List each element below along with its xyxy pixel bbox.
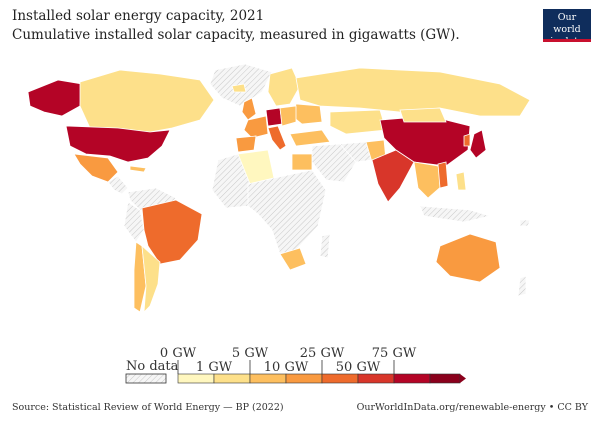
color-legend: No data 0 GW 5 GW 25 GW 75 GW 1 GW 10 GW 50 GW: [125, 346, 466, 384]
country-japan: [469, 129, 487, 159]
logo-line-1: Our world: [553, 12, 581, 35]
legend-swatch: [393, 373, 431, 384]
country-iceland: [231, 83, 247, 93]
country-uk: [241, 97, 257, 121]
legend-swatch: [321, 373, 359, 384]
legend-upper-tick-label: 75 GW: [372, 346, 417, 361]
country-italy: [267, 125, 287, 151]
legend-lower-tick-label: 1 GW: [196, 360, 233, 375]
country-south-africa: [279, 247, 307, 271]
region-central-africa: [247, 169, 327, 255]
world-map: [27, 63, 531, 314]
region-eastern-europe: [291, 103, 323, 125]
country-france: [243, 115, 269, 139]
country-brazil: [141, 199, 203, 265]
legend-swatch: [357, 373, 395, 384]
region-scandinavia: [267, 67, 301, 107]
country-new-zealand: [517, 275, 527, 297]
country-mongolia: [399, 107, 447, 123]
attribution-link[interactable]: OurWorldInData.org/renewable-energy • CC…: [356, 402, 588, 413]
legend-no-data-swatch: [125, 373, 167, 384]
region-central-europe: [279, 105, 297, 127]
logo-accent-bar: [543, 39, 591, 42]
country-indonesia: [419, 205, 492, 223]
legend-upper-tick-label: 0 GW: [160, 346, 197, 361]
legend-lower-tick-label: 50 GW: [336, 360, 381, 375]
region-central-america: [107, 175, 129, 195]
legend-swatch: [213, 373, 251, 384]
source-note: Source: Statistical Review of World Ener…: [12, 402, 284, 413]
legend-swatches: [177, 373, 466, 384]
country-alaska: [27, 79, 83, 117]
country-argentina: [141, 245, 161, 314]
legend-swatch: [285, 373, 323, 384]
legend-upper-tick-label: 5 GW: [232, 346, 269, 361]
owid-logo[interactable]: Our world in data: [543, 9, 591, 47]
country-peru: [123, 201, 145, 243]
country-korea: [463, 133, 471, 147]
legend-lower-tick-label: 10 GW: [264, 360, 309, 375]
region-pacific-islands: [519, 219, 531, 227]
chart-subtitle: Cumulative installed solar capacity, mea…: [12, 27, 460, 43]
logo-line-2: in data: [543, 36, 591, 48]
country-spain: [235, 135, 257, 153]
country-canada: [79, 69, 215, 133]
legend-no-data-label: No data: [126, 359, 179, 374]
legend-ticks: 0 GW 5 GW 25 GW 75 GW 1 GW 10 GW 50 GW: [160, 346, 417, 375]
country-australia: [435, 233, 501, 283]
country-mexico: [73, 153, 119, 183]
region-caribbean: [129, 165, 147, 173]
legend-swatch: [249, 373, 287, 384]
country-philippines: [455, 171, 467, 191]
legend-arrow-tip: [460, 374, 466, 383]
legend-swatch: [429, 373, 461, 384]
country-vietnam: [437, 161, 449, 189]
country-madagascar: [319, 233, 331, 259]
country-turkey: [289, 129, 331, 147]
country-germany: [265, 107, 283, 127]
country-egypt: [291, 153, 313, 171]
country-kazakhstan: [329, 109, 387, 135]
country-russia: [295, 67, 531, 117]
legend-upper-tick-label: 25 GW: [300, 346, 345, 361]
legend-swatch: [177, 373, 215, 384]
region-southeast-asia: [413, 161, 445, 199]
chart-title: Installed solar energy capacity, 2021: [12, 8, 265, 24]
country-usa: [65, 125, 171, 163]
